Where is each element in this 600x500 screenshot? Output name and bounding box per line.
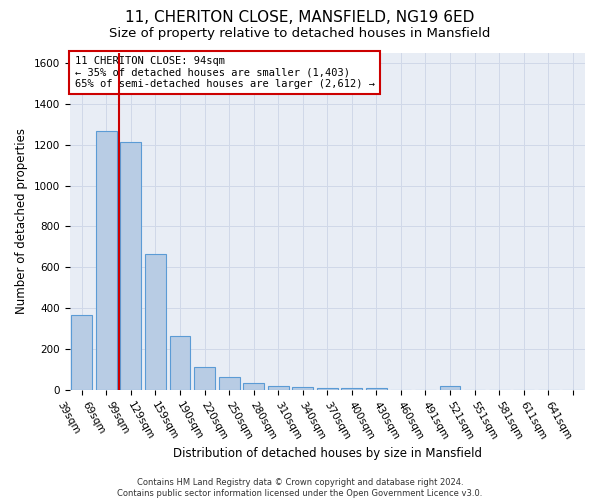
Bar — [268, 386, 289, 390]
Bar — [292, 387, 313, 390]
Bar — [440, 386, 460, 390]
Bar — [317, 388, 338, 390]
Y-axis label: Number of detached properties: Number of detached properties — [15, 128, 28, 314]
Bar — [341, 388, 362, 390]
Bar — [194, 366, 215, 390]
Bar — [121, 142, 142, 390]
Bar — [96, 132, 117, 390]
Bar — [218, 377, 239, 390]
Text: 11, CHERITON CLOSE, MANSFIELD, NG19 6ED: 11, CHERITON CLOSE, MANSFIELD, NG19 6ED — [125, 10, 475, 25]
Text: Size of property relative to detached houses in Mansfield: Size of property relative to detached ho… — [109, 28, 491, 40]
X-axis label: Distribution of detached houses by size in Mansfield: Distribution of detached houses by size … — [173, 447, 482, 460]
Bar — [71, 314, 92, 390]
Text: 11 CHERITON CLOSE: 94sqm
← 35% of detached houses are smaller (1,403)
65% of sem: 11 CHERITON CLOSE: 94sqm ← 35% of detach… — [74, 56, 374, 89]
Bar — [243, 383, 264, 390]
Bar — [170, 336, 190, 390]
Text: Contains HM Land Registry data © Crown copyright and database right 2024.
Contai: Contains HM Land Registry data © Crown c… — [118, 478, 482, 498]
Bar — [366, 388, 387, 390]
Bar — [145, 254, 166, 390]
